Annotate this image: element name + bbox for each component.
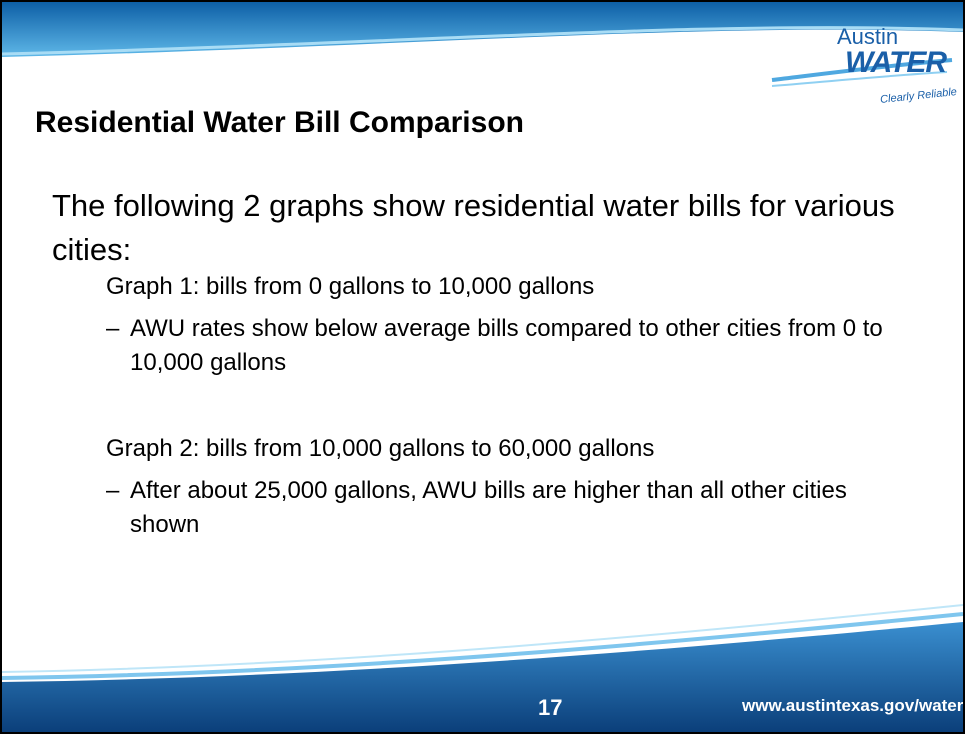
logo-name: Austin bbox=[837, 24, 899, 49]
bottom-wave-line bbox=[2, 612, 963, 680]
intro-text: The following 2 graphs show residential … bbox=[52, 188, 895, 267]
item: Graph 2: bills from 10,000 gallons to 60… bbox=[106, 432, 906, 542]
logo-swoosh bbox=[771, 71, 948, 87]
item-heading: Graph 2: bills from 10,000 gallons to 60… bbox=[106, 435, 655, 462]
bullet: – AWU rates show below average bills comp… bbox=[106, 312, 906, 380]
bullet-text: After about 25,000 gallons, AWU bills ar… bbox=[130, 477, 847, 538]
item-list: Graph 1: bills from 0 gallons to 10,000 … bbox=[106, 270, 906, 594]
top-wave bbox=[2, 2, 963, 57]
page-number: 17 bbox=[538, 695, 563, 720]
bullet: – After about 25,000 gallons, AWU bills a… bbox=[106, 474, 906, 542]
top-wave-line bbox=[2, 26, 963, 56]
bottom-wave bbox=[2, 622, 963, 732]
bottom-wave-line bbox=[2, 604, 963, 673]
bullet-marker: – bbox=[106, 477, 120, 504]
bullet-marker: – bbox=[106, 315, 120, 342]
logo-swoosh bbox=[771, 58, 953, 82]
slide-title: Residential Water Bill Comparison bbox=[35, 106, 524, 139]
item-heading: Graph 1: bills from 0 gallons to 10,000 … bbox=[106, 273, 595, 300]
footer-url: www.austintexas.gov/water bbox=[742, 696, 964, 715]
logo-brand: WATER bbox=[845, 46, 947, 79]
item: Graph 1: bills from 0 gallons to 10,000 … bbox=[106, 270, 906, 380]
bullet-text: AWU rates show below average bills compa… bbox=[130, 315, 883, 376]
